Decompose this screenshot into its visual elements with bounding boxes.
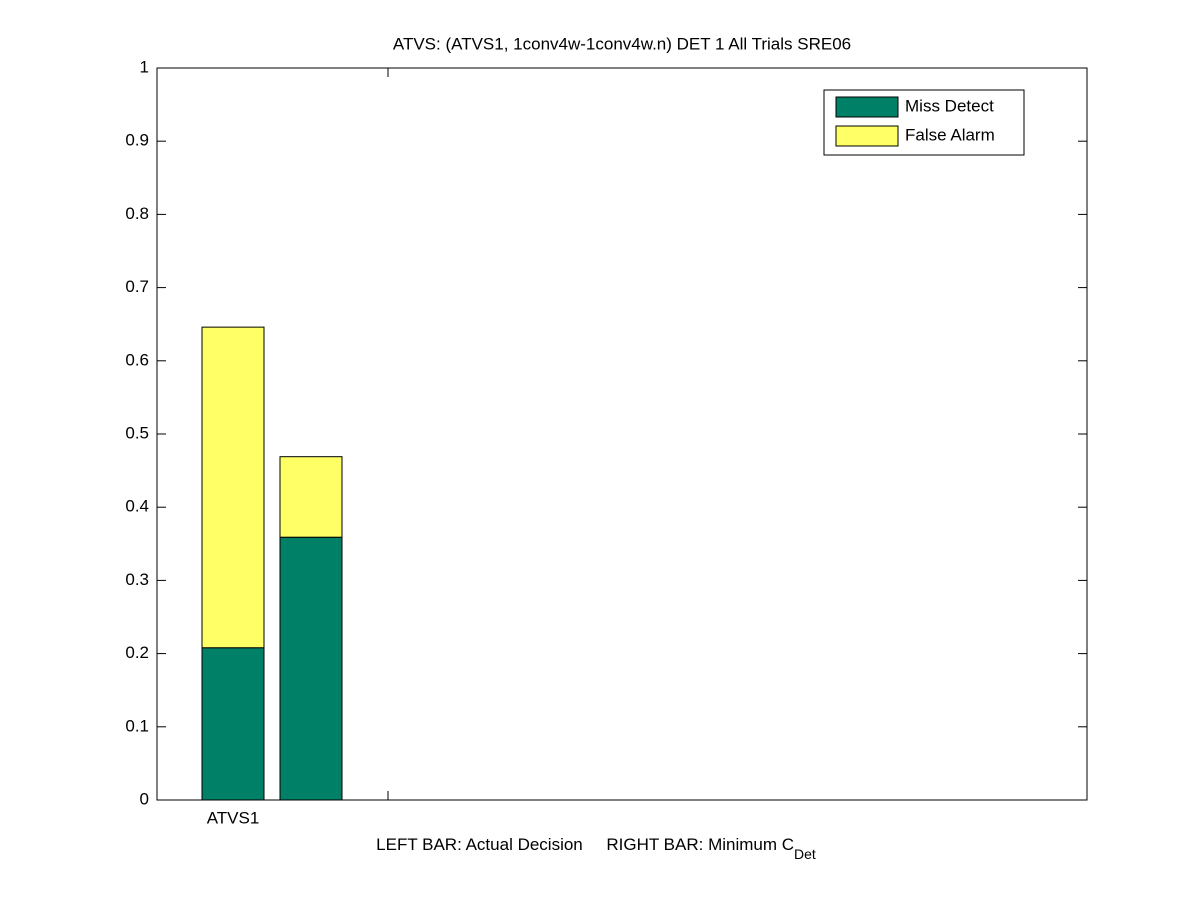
legend-swatch [835, 125, 899, 147]
bar-segment [279, 536, 343, 801]
x-axis-label: LEFT BAR: Actual Decision RIGHT BAR: Min… [376, 835, 816, 861]
y-tick-label: 0.1 [125, 716, 149, 735]
y-tick-label: 0.6 [125, 350, 149, 369]
y-tick-label: 0.5 [125, 423, 149, 442]
y-tick-label: 0.4 [125, 497, 149, 516]
y-tick-label: 0.8 [125, 204, 149, 223]
x-tick-label: ATVS1 [207, 808, 260, 827]
legend-swatch [835, 96, 899, 118]
y-tick-label: 0.7 [125, 277, 149, 296]
y-tick-label: 0.2 [125, 643, 149, 662]
bar-segment [201, 647, 265, 801]
legend-label: False Alarm [905, 125, 995, 144]
y-tick-label: 0.3 [125, 570, 149, 589]
x-label-main: LEFT BAR: Actual Decision RIGHT BAR: Min… [376, 835, 794, 854]
legend: Miss Detect False Alarm [823, 89, 1025, 156]
y-tick-label: 1 [140, 57, 149, 76]
x-label-subscript: Det [794, 846, 816, 862]
y-tick-label: 0.9 [125, 131, 149, 150]
y-tick-label: 0 [140, 789, 149, 808]
chart-title: ATVS: (ATVS1, 1conv4w-1conv4w.n) DET 1 A… [393, 34, 851, 53]
legend-label: Miss Detect [905, 96, 994, 115]
bar-segment [279, 456, 343, 538]
bar-segment [201, 326, 265, 649]
